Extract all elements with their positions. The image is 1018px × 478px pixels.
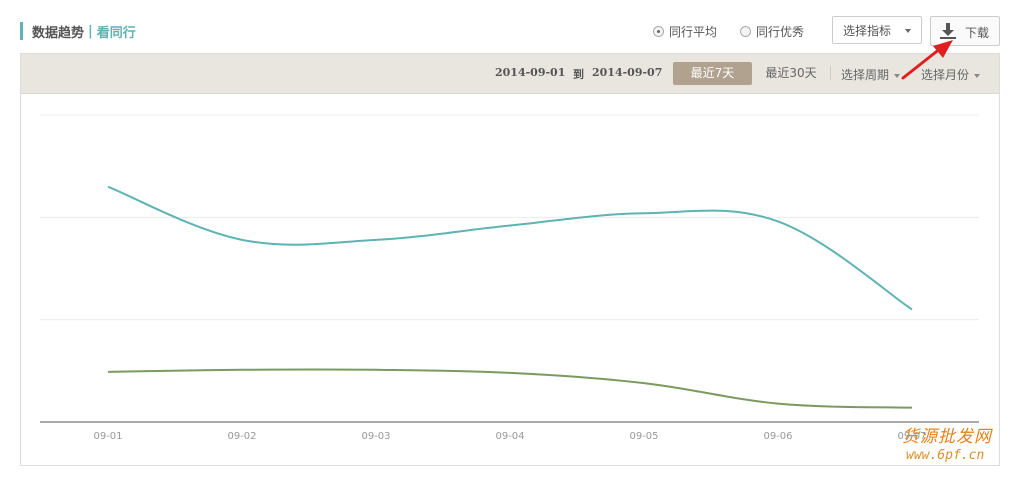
series-line-1	[108, 187, 912, 310]
page-title: 数据趋势	[32, 22, 84, 41]
title-separator: |	[88, 24, 93, 39]
radio-peer-best-label: 同行优秀	[756, 23, 804, 40]
series-line-2	[108, 369, 912, 407]
radio-unchecked-icon[interactable]	[740, 26, 751, 37]
chevron-down-icon	[905, 29, 911, 33]
chart-panel: 2014-09-01 到 2014-09-07 最近7天 最近30天 选择周期 …	[20, 53, 1000, 466]
watermark-logo: 货源批发网 www.6pf.cn	[900, 420, 1015, 470]
trend-line-chart: 09-01 09-02 09-03 09-04 09-05 09-06 09-07	[21, 54, 999, 465]
watermark-line-2: www.6pf.cn	[906, 448, 984, 463]
x-tick-label: 09-02	[227, 431, 256, 442]
x-tick-label: 09-05	[629, 431, 658, 442]
x-tick-label: 09-03	[361, 431, 390, 442]
radio-peer-average-label: 同行平均	[669, 23, 717, 40]
title-accent-bar	[20, 22, 23, 40]
select-metric-label: 选择指标	[843, 22, 891, 39]
peer-view-link[interactable]: 看同行	[97, 22, 136, 41]
radio-checked-icon[interactable]	[653, 26, 664, 37]
header: 数据趋势 | 看同行 同行平均 同行优秀 选择指标 下载	[0, 0, 1018, 52]
download-label: 下载	[965, 24, 989, 41]
x-tick-label: 09-06	[763, 431, 792, 442]
title-group: 数据趋势 | 看同行	[20, 22, 136, 40]
annotation-arrow-icon	[895, 38, 965, 88]
radio-peer-best[interactable]: 同行优秀	[740, 23, 804, 40]
watermark-line-1: 货源批发网	[902, 422, 992, 447]
radio-peer-average[interactable]: 同行平均	[653, 23, 717, 40]
x-tick-label: 09-04	[495, 431, 524, 442]
x-tick-label: 09-01	[93, 431, 122, 442]
